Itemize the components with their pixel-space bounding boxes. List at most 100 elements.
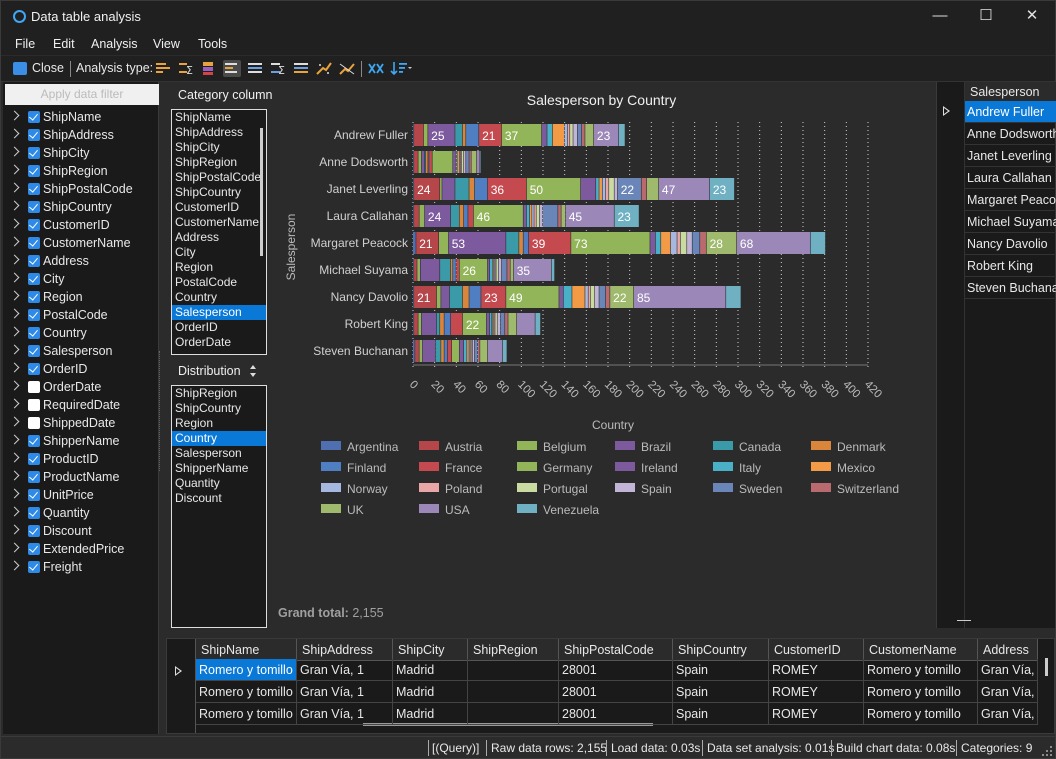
grid-cell[interactable]: Romero y tomillo [864,703,978,725]
bar-segment[interactable] [467,340,469,362]
bar-segment[interactable] [420,259,440,281]
close-doc-icon[interactable] [13,62,27,75]
field-checkbox[interactable] [28,507,40,519]
column-header[interactable]: ShipName [196,639,297,661]
bar-segment[interactable] [558,205,561,227]
bar-segment[interactable] [478,340,480,362]
list-item[interactable]: Quantity [175,476,220,490]
bar-segment[interactable] [450,259,453,281]
bar-segment[interactable] [421,151,425,173]
bar-segment[interactable] [564,124,568,146]
expand-chevron-icon[interactable] [9,254,20,265]
field-checkbox[interactable] [28,489,40,501]
bar-segment[interactable] [442,178,455,200]
bar-segment[interactable] [585,124,594,146]
list-item[interactable]: City [175,245,196,259]
menu-file[interactable]: File [15,37,36,51]
bar-segment[interactable] [541,124,547,146]
salesperson-row[interactable]: Robert King [965,255,1056,277]
column-header[interactable]: ShipCity [393,639,468,661]
bar-segment[interactable] [614,178,618,200]
salesperson-row[interactable]: Andrew Fuller [965,101,1056,123]
grid-cell[interactable] [468,703,559,725]
grid-cell[interactable]: Gran Vía, 1 [297,703,393,725]
bar-segment[interactable] [519,232,523,254]
field-row[interactable]: ShipperName [3,433,158,451]
bar-segment[interactable] [610,286,634,308]
list-item[interactable]: ShipPostalCode [175,170,262,184]
bar-segment[interactable] [528,232,571,254]
bar-segment[interactable] [605,178,609,200]
bar-segment[interactable] [455,178,469,200]
field-checkbox[interactable] [28,111,40,123]
bar-segment[interactable] [440,178,442,200]
bar-segment[interactable] [419,205,425,227]
bar-segment[interactable] [432,151,453,173]
bar-segment[interactable] [507,259,510,281]
grid-cell[interactable]: Gran Vía, 1 [978,659,1038,681]
bar-segment[interactable] [493,259,494,281]
bar-segment[interactable] [413,124,414,146]
field-row[interactable]: ShipAddress [3,127,158,145]
category-columns-list[interactable]: ShipName ShipAddress ShipCity ShipRegion Shi… [171,109,267,355]
column-header[interactable]: ShipCountry [673,639,769,661]
bar-segment[interactable] [641,178,647,200]
bar-segment[interactable] [670,232,677,254]
minimize-button[interactable]: — [932,7,948,24]
bar-segment[interactable] [655,232,661,254]
bar-segment[interactable] [658,178,710,200]
salesperson-column-header[interactable]: Salesperson [965,82,1056,103]
bar-segment[interactable] [453,259,456,281]
bar-segment[interactable] [526,178,581,200]
column-header[interactable]: CustomerID [769,639,864,661]
expand-chevron-icon[interactable] [9,434,20,445]
field-checkbox[interactable] [28,255,40,267]
menu-edit[interactable]: Edit [53,37,75,51]
bar-segment[interactable] [415,340,419,362]
bar-segment[interactable] [647,178,659,200]
field-row[interactable]: City [3,271,158,289]
field-checkbox[interactable] [28,309,40,321]
distribution-list[interactable]: ShipRegion ShipCountry Region Country Salesp… [171,385,267,628]
resize-grip-icon[interactable] [1041,745,1053,757]
sum-chart-type-icon[interactable]: Σ [177,60,195,77]
bar-segment[interactable] [551,259,555,281]
grid-cell[interactable]: 28001 [559,681,673,703]
grid-cell[interactable]: 28001 [559,659,673,681]
list-item[interactable]: Region [175,416,214,430]
bar-segment[interactable] [570,124,573,146]
bar-segment[interactable] [469,178,475,200]
field-checkbox[interactable] [28,363,40,375]
bar-segment[interactable] [414,313,418,335]
field-checkbox[interactable] [28,453,40,465]
collapse-handle-icon[interactable] [957,620,971,621]
bar-segment[interactable] [487,259,490,281]
column-header[interactable]: ShipPostalCode [559,639,673,661]
expand-chevron-icon[interactable] [9,362,20,373]
bar-segment[interactable] [726,286,741,308]
grid-cell[interactable]: Romero y tomillo [196,681,297,703]
salesperson-row[interactable]: Laura Callahan [965,167,1056,189]
bar-segment[interactable] [489,259,493,281]
bar-segment[interactable] [474,178,488,200]
bar-segment[interactable] [444,313,451,335]
bar-segment[interactable] [543,205,558,227]
bar-segment[interactable] [423,124,428,146]
bar-segment[interactable] [441,340,444,362]
bar-segment[interactable] [418,313,422,335]
bar-segment[interactable] [588,286,591,308]
bar-segment[interactable] [456,151,457,173]
expand-chevron-icon[interactable] [9,380,20,391]
bar-segment[interactable] [577,124,582,146]
bar-segment[interactable] [414,259,417,281]
bar-segment[interactable] [480,151,481,173]
bar-segment[interactable] [614,205,639,227]
bar-segment[interactable] [414,205,419,227]
field-row[interactable]: ProductName [3,469,158,487]
bar-segment[interactable] [413,232,416,254]
column-header[interactable]: Address [978,639,1038,661]
bar-segment[interactable] [498,259,502,281]
bar-segment[interactable] [489,313,492,335]
bar-segment[interactable] [417,259,420,281]
bar-segment[interactable] [582,124,585,146]
